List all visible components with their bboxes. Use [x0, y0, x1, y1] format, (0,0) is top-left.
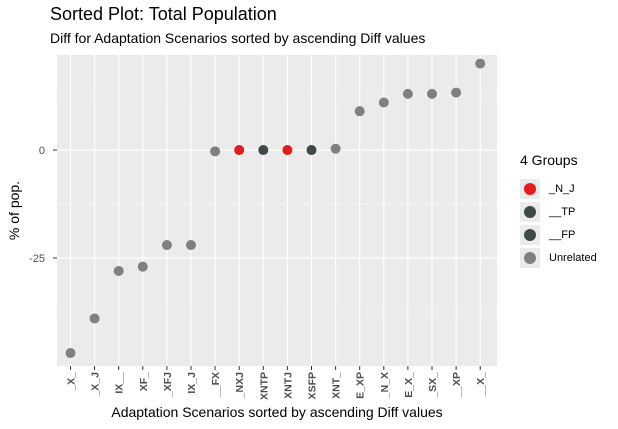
legend-item: __FP	[520, 223, 597, 246]
legend-marker	[524, 228, 536, 241]
data-point	[113, 265, 124, 276]
x-tick-label: _X_J	[90, 372, 102, 398]
chart-subtitle: Diff for Adaptation Scenarios sorted by …	[50, 30, 426, 46]
data-point	[258, 145, 269, 156]
legend-item: Unrelated	[520, 246, 597, 269]
legend-item: _N_J	[520, 177, 597, 200]
data-point	[378, 97, 389, 108]
legend-key	[520, 178, 540, 199]
x-tick-label: _X_	[66, 372, 78, 392]
data-point	[451, 87, 462, 98]
y-axis-title: % of pop.	[6, 181, 22, 240]
x-tick-label: XNTJ	[282, 372, 294, 399]
x-tick-label: _NXJ	[234, 372, 246, 399]
data-point	[137, 261, 148, 272]
y-tick-label: 0	[39, 145, 45, 157]
data-point	[89, 313, 100, 324]
data-point	[234, 145, 245, 156]
data-point	[186, 240, 196, 251]
data-point	[330, 143, 341, 154]
x-tick-label: _N_X	[379, 372, 391, 399]
data-point	[306, 145, 317, 156]
x-tick-label: IX__	[114, 372, 126, 394]
x-axis-title: Adaptation Scenarios sorted by ascending…	[111, 404, 442, 420]
x-tick-label: _SX_	[427, 372, 439, 399]
plot-panel	[57, 55, 497, 366]
data-point	[402, 88, 413, 99]
grid-lines	[57, 55, 497, 366]
data-point	[65, 348, 76, 359]
data-point	[354, 106, 365, 117]
x-tick-label: IX_J	[186, 372, 198, 394]
data-point	[427, 88, 437, 99]
chart-title: Sorted Plot: Total Population	[50, 4, 277, 24]
y-tick-label: -25	[29, 253, 45, 265]
legend-title: 4 Groups	[520, 152, 578, 168]
data-point	[282, 145, 293, 156]
data-point	[210, 146, 221, 157]
x-tick-label: XNT_	[331, 372, 343, 399]
legend-label: __TP	[549, 205, 576, 218]
x-tick-label: __XP	[451, 372, 463, 399]
legend-marker	[524, 205, 536, 218]
legend-marker	[524, 182, 536, 195]
legend: 4 Groups _N_J __TP __FP Unrelated	[520, 152, 597, 269]
x-tick-label: __X_	[475, 372, 487, 398]
legend-key	[520, 247, 540, 268]
data-point	[161, 240, 172, 251]
legend-label: Unrelated	[549, 251, 597, 264]
legend-label: __FP	[549, 228, 576, 241]
x-tick-label: E_X_	[403, 372, 415, 398]
legend-key	[520, 224, 540, 245]
legend-label: _N_J	[549, 182, 575, 195]
y-axis-ticks: 0 -25	[29, 145, 57, 265]
data-points	[65, 58, 486, 359]
legend-marker	[524, 251, 536, 264]
legend-items: _N_J __TP __FP Unrelated	[520, 177, 597, 269]
x-tick-label: XNTP	[258, 372, 270, 400]
x-tick-label: _XFJ	[162, 372, 174, 398]
x-tick-label: XSFP	[307, 372, 319, 399]
x-tick-label: XF_	[138, 372, 150, 391]
data-point	[475, 58, 486, 69]
x-tick-label: __FX	[210, 372, 222, 398]
x-axis-ticks: _X_ _X_J IX__ XF_ _XFJ IX_J __FX _NXJ XNTP XNTJ XS…	[66, 366, 487, 400]
legend-item: __TP	[520, 200, 597, 223]
legend-key	[520, 201, 540, 222]
x-tick-label: E_XP	[355, 372, 367, 399]
